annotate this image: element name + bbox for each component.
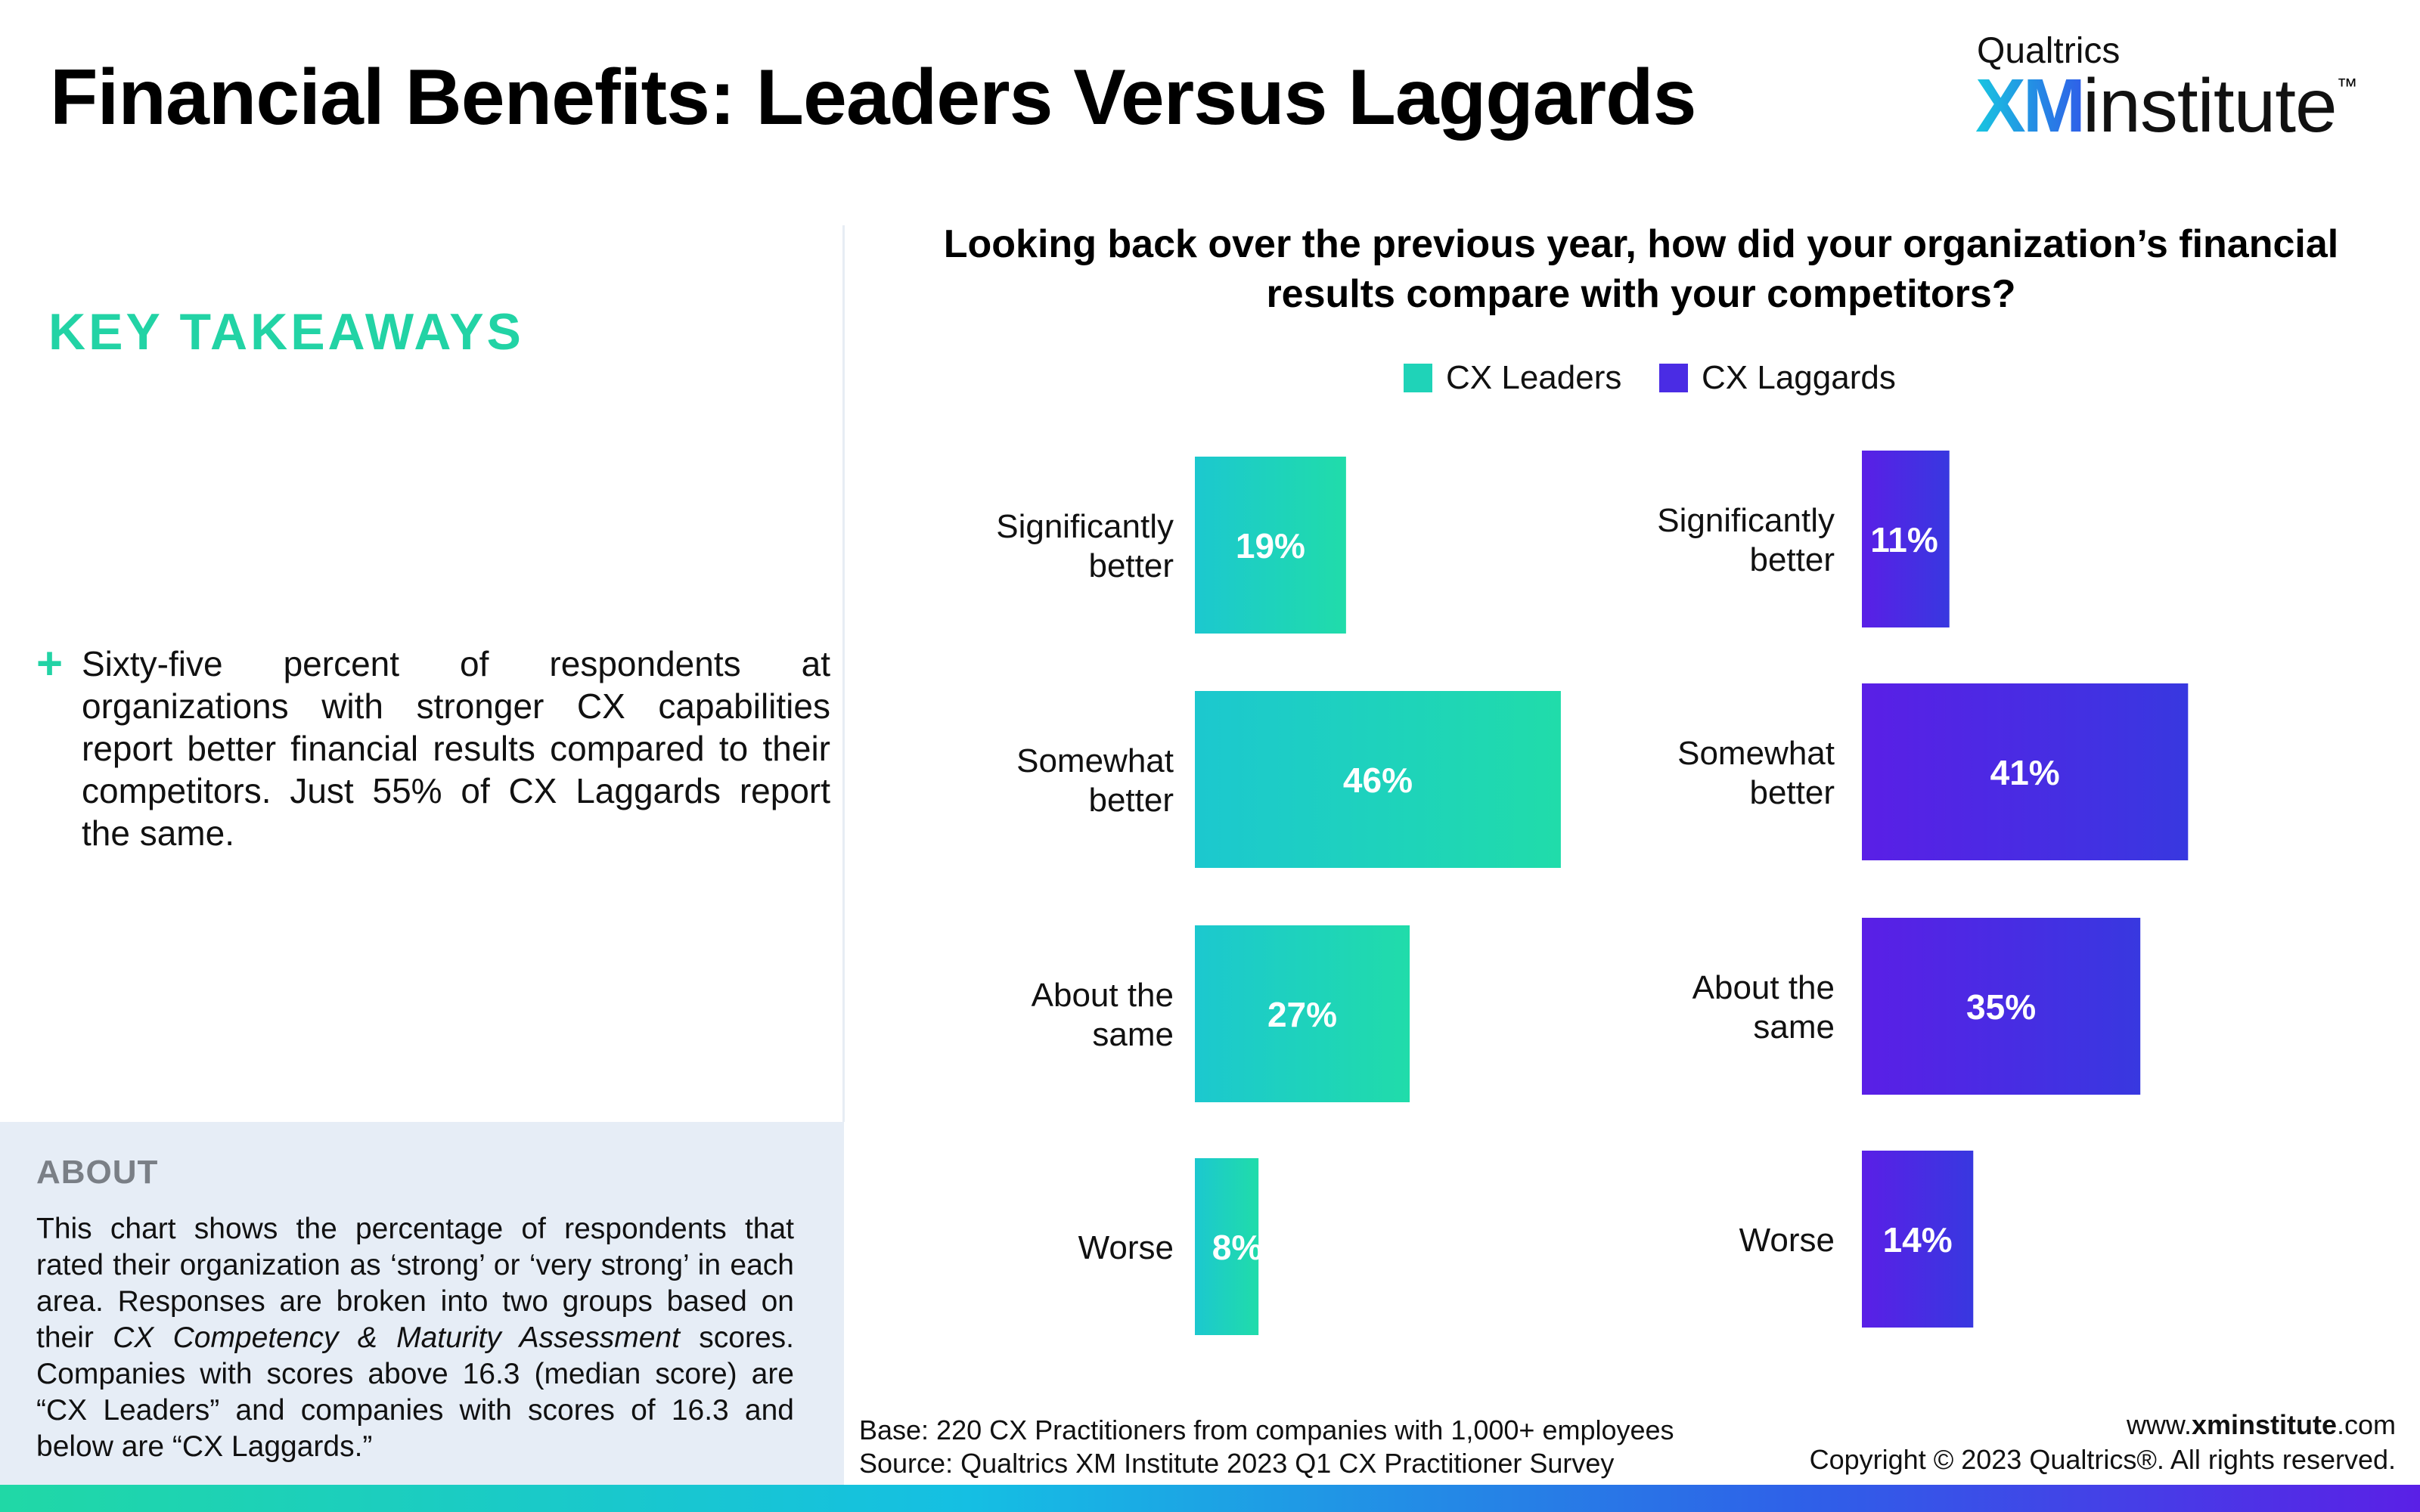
legend-swatch-cx-laggards [1659,364,1688,392]
data-label-cx-leaders-somewhat-better: 46% [1343,761,1413,800]
takeaway-text: Sixty-five percent of respondents at org… [82,644,830,853]
logo-institute-text: institute [2083,64,2338,148]
data-label-cx-laggards-about-the-same: 35% [1966,987,2036,1027]
about-text-part-1: This chart shows the percentage of respo… [36,1213,794,1354]
category-label-cx-leaders-about-the-same-line-2: same [1092,1016,1174,1053]
legend-swatch-cx-leaders [1404,364,1432,392]
logo-trademark: ™ [2336,74,2358,98]
bar-cx-leaders-somewhat-better [1195,691,1561,868]
bar-cx-laggards-worse [1862,1151,1974,1328]
legend-item-cx-laggards: CX Laggards [1659,357,1896,399]
vertical-divider [842,225,845,1122]
about-heading: ABOUT [36,1154,159,1191]
legend-label-cx-leaders: CX Leaders [1446,359,1622,396]
footer-base: Base: 220 CX Practitioners from companie… [859,1414,1674,1445]
category-label-cx-leaders-significantly-better-line-1: Significantly [996,508,1174,545]
bar-cx-laggards-about-the-same [1862,918,2141,1095]
category-label-cx-leaders-significantly-better-line-2: better [1088,547,1174,584]
footer-source: Source: Qualtrics XM Institute 2023 Q1 C… [859,1448,1615,1479]
category-label-cx-leaders-worse-line-1: Worse [1078,1229,1174,1266]
category-label-cx-leaders-about-the-same-line-1: About the [1032,977,1174,1014]
footer-copyright-block: www.xminstitute.com Copyright © 2023 Qua… [1810,1408,2396,1477]
category-label-cx-laggards-about-the-same-line-1: About the [1692,969,1835,1006]
legend-label-cx-laggards: CX Laggards [1702,359,1896,396]
category-label-cx-leaders-somewhat-better-line-1: Somewhat [1016,742,1174,779]
about-text: This chart shows the percentage of respo… [36,1211,794,1465]
bar-cx-laggards-significantly-better [1862,451,1950,627]
data-label-cx-laggards-significantly-better: 11% [1870,520,1938,559]
category-label-cx-laggards-somewhat-better-line-1: Somewhat [1677,735,1835,772]
plus-icon: + [36,638,64,689]
category-label-cx-laggards-significantly-better-line-2: better [1749,541,1835,578]
category-label-cx-laggards-about-the-same-line-2: same [1753,1009,1835,1046]
category-label-cx-leaders-somewhat-better-line-2: better [1088,782,1174,819]
footer-url-prefix: www. [2126,1409,2192,1440]
footer-base-source: Base: 220 CX Practitioners from companie… [859,1414,1674,1480]
footer-url[interactable]: www.xminstitute.com [1810,1408,2396,1442]
chart-marks: 19%Significantlybetter46%Somewhatbetter2… [996,451,2189,1335]
logo-main: XMinstitute™ [1975,68,2358,144]
about-panel: ABOUT This chart shows the percentage of… [0,1122,844,1485]
data-label-cx-leaders-worse: 8% [1212,1228,1262,1267]
bar-cx-leaders-significantly-better [1195,457,1346,634]
footer-url-bold: xminstitute [2191,1409,2337,1440]
data-label-cx-laggards-somewhat-better: 41% [1990,753,2060,792]
about-text-italic: CX Competency & Maturity Assessment [113,1321,681,1354]
bar-cx-leaders-worse [1195,1158,1259,1335]
legend-item-cx-leaders: CX Leaders [1404,357,1621,399]
data-label-cx-leaders-significantly-better: 19% [1236,526,1305,565]
bar-cx-laggards-somewhat-better [1862,683,2189,860]
xm-institute-logo: Qualtrics XMinstitute™ [1975,30,2370,144]
footer-copyright: Copyright © 2023 Qualtrics®. All rights … [1809,1444,2396,1475]
page-title: Financial Benefits: Leaders Versus Lagga… [50,54,1696,141]
about-text-part-2: scores. Companies with scores above 16.3… [36,1321,794,1463]
bottom-gradient-bar [0,1485,2420,1512]
data-label-cx-laggards-worse: 14% [1883,1220,1953,1259]
category-label-cx-laggards-worse-line-1: Worse [1739,1222,1835,1259]
logo-xm-text: XM [1975,64,2086,148]
bar-cx-leaders-about-the-same [1195,925,1410,1102]
footer-url-suffix: .com [2336,1409,2396,1440]
category-label-cx-laggards-somewhat-better-line-2: better [1749,774,1835,811]
key-takeaways-heading: KEY TAKEAWAYS [48,303,524,361]
logo-qualtrics-text: Qualtrics [1977,31,2121,71]
chart-legend: CX Leaders CX Laggards [0,357,2420,399]
data-label-cx-leaders-about-the-same: 27% [1267,995,1337,1034]
chart-title: Looking back over the previous year, how… [943,222,2339,316]
category-label-cx-laggards-significantly-better-line-1: Significantly [1657,502,1835,539]
